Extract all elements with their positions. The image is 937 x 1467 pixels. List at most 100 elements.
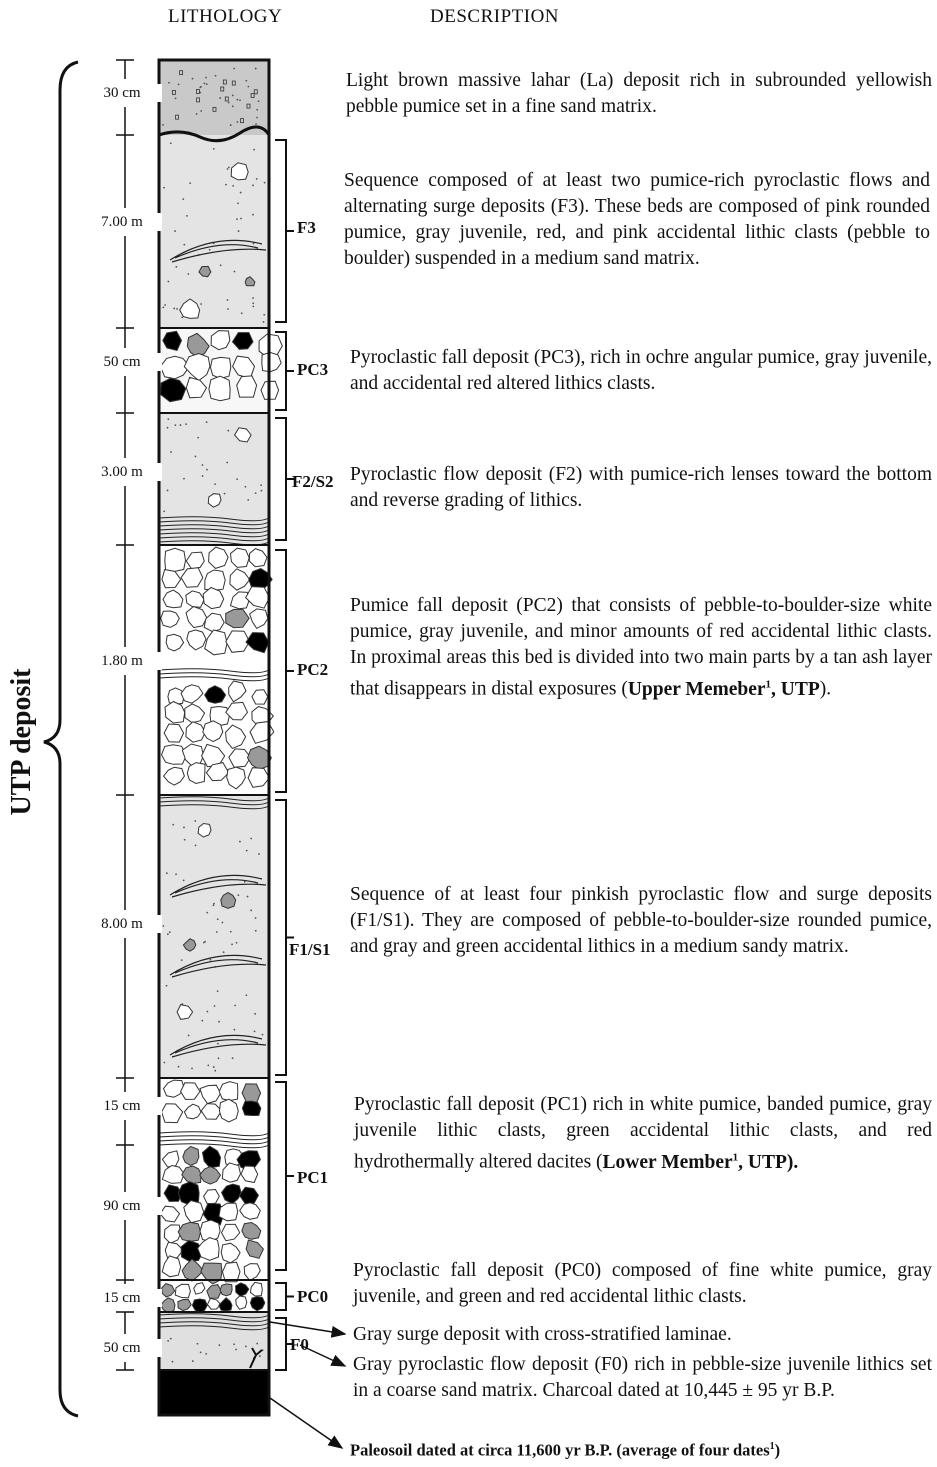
matrix-grain [201, 1020, 203, 1022]
unit-bracket [275, 800, 294, 1075]
matrix-grain [180, 424, 182, 426]
matrix-grain [232, 95, 234, 97]
matrix-grain [188, 1035, 190, 1037]
description-text: Sequence composed of at least two pumice… [344, 170, 930, 269]
matrix-grain [263, 321, 265, 323]
matrix-grain [258, 100, 260, 102]
description: Pyroclastic fall deposit (PC0) composed … [353, 1258, 932, 1310]
clast [175, 1284, 190, 1298]
matrix-grain [255, 123, 257, 125]
matrix-grain [173, 308, 175, 310]
matrix-grain [252, 297, 254, 299]
unit-label: F1/S1 [289, 940, 331, 960]
matrix-grain [236, 121, 238, 123]
matrix-grain [200, 110, 202, 112]
unit-brackets [275, 140, 294, 1370]
description: Light brown massive lahar (La) deposit r… [346, 68, 932, 120]
matrix-grain [178, 1066, 180, 1068]
matrix-grain [164, 1062, 166, 1064]
matrix-grain [166, 872, 168, 874]
description-text: ) [775, 1441, 781, 1460]
matrix-grain [202, 464, 204, 466]
matrix-grain [256, 109, 258, 111]
description: Sequence of at least four pinkish pyrocl… [350, 882, 932, 960]
matrix-grain [203, 83, 205, 85]
matrix-grain [172, 1361, 174, 1363]
matrix-grain [264, 182, 266, 184]
matrix-grain [258, 853, 260, 855]
unit-label: PC2 [297, 660, 328, 680]
matrix-grain [247, 896, 249, 898]
unit-label: PC3 [297, 360, 328, 380]
matrix-grain [252, 305, 254, 307]
thickness: 15 cm [82, 1097, 162, 1115]
matrix-grain [174, 230, 176, 232]
clast [205, 570, 225, 590]
matrix-grain [167, 427, 169, 429]
matrix-grain [261, 490, 263, 492]
matrix-grain [255, 68, 257, 70]
matrix-grain [170, 142, 172, 144]
description-header: DESCRIPTION [430, 6, 559, 28]
description: Pumice fall deposit (PC2) that consists … [350, 593, 932, 703]
matrix-grain [206, 83, 208, 85]
clast [162, 745, 187, 765]
matrix-grain [167, 1340, 169, 1342]
matrix-grain [184, 839, 186, 841]
description: Pyroclastic fall deposit (PC1) rich in w… [354, 1092, 932, 1176]
matrix-grain [170, 1338, 172, 1340]
matrix-grain [259, 1355, 261, 1357]
matrix-grain [236, 942, 238, 944]
matrix-grain [252, 214, 254, 216]
matrix-grain [230, 124, 232, 126]
matrix-grain [238, 230, 240, 232]
matrix-grain [168, 82, 170, 84]
matrix-grain [260, 484, 262, 486]
matrix-grain [192, 78, 194, 80]
matrix-grain [245, 80, 247, 82]
matrix-grain [175, 873, 177, 875]
matrix-grain [252, 184, 254, 186]
matrix-grain [181, 316, 183, 318]
matrix-grain [183, 879, 185, 881]
matrix-grain [205, 1353, 207, 1355]
matrix-grain [236, 99, 238, 101]
matrix-grain [197, 1343, 199, 1345]
description: Sequence composed of at least two pumice… [344, 168, 930, 272]
matrix-grain [227, 308, 229, 310]
matrix-grain [253, 243, 255, 245]
matrix-grain [169, 931, 171, 933]
matrix-grain [213, 903, 215, 905]
matrix-grain [163, 187, 165, 189]
thickness: 50 cm [82, 1339, 162, 1357]
matrix-grain [225, 184, 227, 186]
matrix-grain [254, 1013, 256, 1015]
matrix-grain [227, 299, 229, 301]
matrix-grain [187, 273, 189, 275]
thickness: 7.00 m [82, 213, 162, 231]
matrix-grain [255, 492, 257, 494]
matrix-grain [214, 483, 216, 485]
thickness: 8.00 m [82, 915, 162, 933]
matrix-grain [191, 1067, 193, 1069]
matrix-grain [245, 486, 247, 488]
matrix-grain [183, 244, 185, 246]
clast [168, 688, 184, 704]
matrix-grain [194, 820, 196, 822]
matrix-grain [239, 841, 241, 843]
matrix-grain [241, 312, 243, 314]
matrix-grain [233, 1029, 235, 1031]
matrix-grain [245, 1346, 247, 1348]
matrix-grain [216, 931, 218, 933]
matrix-grain [217, 918, 219, 920]
matrix-grain [232, 1057, 234, 1059]
thickness: 90 cm [82, 1197, 162, 1215]
clast [242, 1101, 260, 1115]
description-text: Pyroclastic flow deposit (F2) with pumic… [350, 464, 932, 511]
matrix-grain [167, 418, 169, 420]
matrix-grain [162, 306, 164, 308]
matrix-grain [202, 475, 204, 477]
matrix-grain [207, 1065, 209, 1067]
emphasis-text: , UTP). [738, 1152, 798, 1173]
matrix-grain [183, 827, 185, 829]
